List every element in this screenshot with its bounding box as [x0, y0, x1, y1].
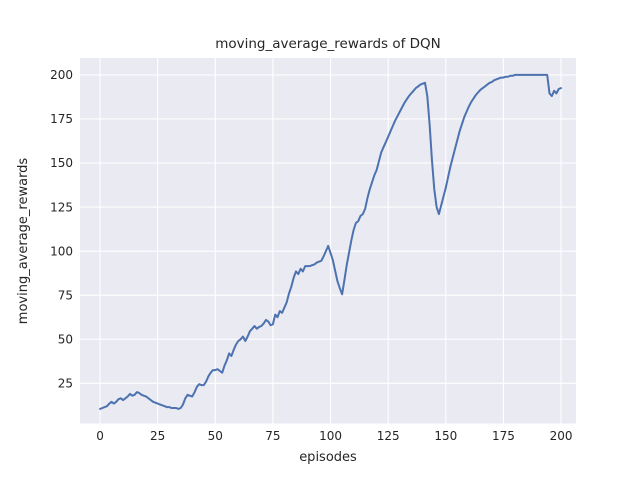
x-tick-label: 25	[150, 429, 165, 443]
x-tick-label: 0	[96, 429, 104, 443]
y-tick-label: 150	[50, 156, 73, 170]
y-tick-label: 50	[58, 332, 73, 346]
x-tick-labels: 0 25 50 75 100 125 150 175 200	[96, 429, 572, 443]
chart-title: moving_average_rewards of DQN	[215, 36, 441, 52]
y-tick-label: 200	[50, 68, 73, 82]
x-tick-label: 200	[550, 429, 573, 443]
x-tick-label: 175	[492, 429, 515, 443]
y-tick-label: 100	[50, 244, 73, 258]
x-tick-label: 125	[377, 429, 400, 443]
y-tick-label: 25	[58, 377, 73, 391]
plot-area	[80, 58, 576, 424]
x-tick-label: 100	[319, 429, 342, 443]
y-tick-label: 175	[50, 112, 73, 126]
y-tick-label: 75	[58, 288, 73, 302]
y-axis-label: moving_average_rewards	[16, 158, 31, 325]
x-tick-label: 50	[208, 429, 223, 443]
y-tick-label: 125	[50, 200, 73, 214]
x-axis-label: episodes	[299, 450, 357, 465]
y-tick-labels: 25 50 75 100 125 150 175 200	[50, 68, 73, 390]
gridlines	[80, 58, 576, 424]
x-tick-label: 150	[434, 429, 457, 443]
x-tick-label: 75	[265, 429, 280, 443]
dqn-reward-line	[99, 73, 562, 410]
